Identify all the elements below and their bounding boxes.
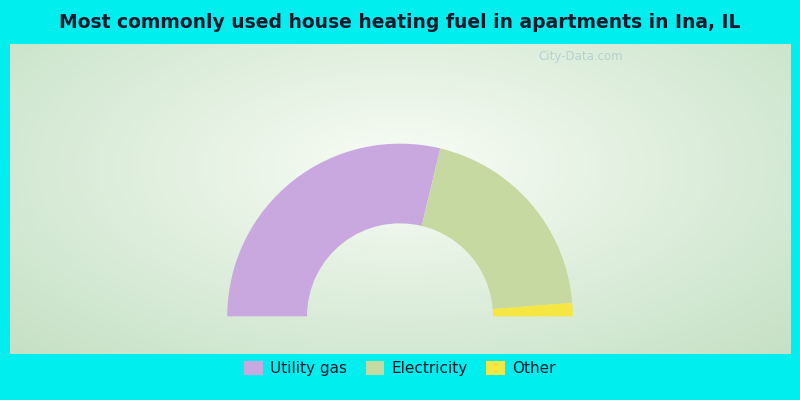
Text: City-Data.com: City-Data.com — [538, 50, 623, 63]
Wedge shape — [422, 148, 572, 309]
Wedge shape — [493, 303, 573, 316]
Wedge shape — [227, 144, 440, 316]
Text: Most commonly used house heating fuel in apartments in Ina, IL: Most commonly used house heating fuel in… — [59, 12, 741, 32]
Legend: Utility gas, Electricity, Other: Utility gas, Electricity, Other — [238, 355, 562, 382]
